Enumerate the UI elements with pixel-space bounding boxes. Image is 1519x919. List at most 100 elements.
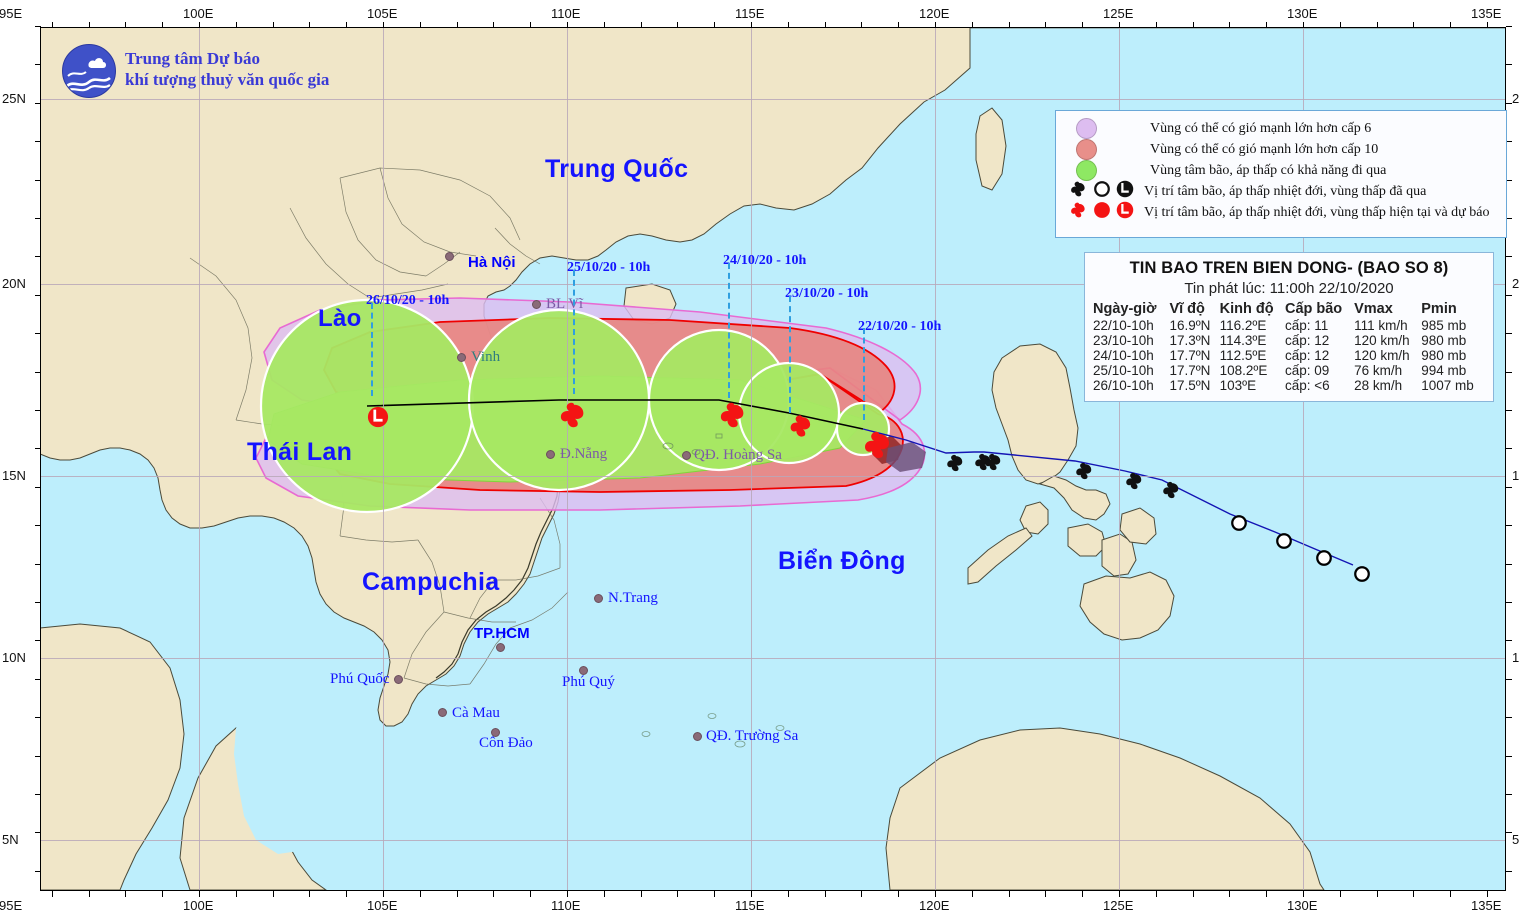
axis-tick <box>861 891 862 897</box>
axis-tick <box>1119 891 1120 897</box>
graticule-lat-20 <box>40 284 1505 285</box>
axis-tick <box>1119 22 1120 28</box>
axis-tick <box>1506 487 1512 488</box>
lon-tick-label: 95E <box>0 6 23 21</box>
frame-top <box>40 27 1506 28</box>
graticule-lon-100 <box>199 28 200 890</box>
legend-color-disc-icon <box>1076 160 1097 181</box>
legend-swatch <box>1064 139 1150 160</box>
axis-tick <box>309 22 310 28</box>
graticule-lon-105 <box>383 28 384 890</box>
wave-icon <box>65 71 111 93</box>
lon-tick-label: 125E <box>1103 898 1134 913</box>
axis-tick <box>1193 22 1194 28</box>
landmass-visayas <box>1019 501 1049 535</box>
axis-tick <box>383 891 384 897</box>
axis-tick <box>1506 717 1512 718</box>
axis-tick <box>1377 891 1378 897</box>
axis-tick <box>35 679 41 680</box>
country-label: Biển Đông <box>778 547 906 575</box>
city-marker-dot <box>594 594 603 603</box>
axis-tick <box>162 891 163 897</box>
axis-tick <box>346 891 347 897</box>
axis-tick <box>35 141 41 142</box>
lon-tick-label: 105E <box>367 898 398 913</box>
legend-panel: Vùng có thể có gió mạnh lớn hơn cấp 6 Vùn… <box>1055 110 1507 238</box>
axis-tick <box>273 22 274 28</box>
axis-tick <box>1450 891 1451 897</box>
lat-tick-label: 20N <box>2 276 26 291</box>
legend-low-icon <box>1116 201 1134 224</box>
axis-tick <box>273 891 274 897</box>
axis-tick <box>1506 525 1512 526</box>
axis-tick <box>35 525 41 526</box>
axis-tick <box>1340 891 1341 897</box>
lon-tick-label: 95E <box>0 898 23 913</box>
axis-tick <box>1506 794 1512 795</box>
lon-tick-label: 115E <box>735 6 765 21</box>
lon-tick-label: 130E <box>1287 898 1318 913</box>
axis-tick <box>35 256 41 257</box>
forecast-column-header: Kinh độ <box>1219 301 1274 317</box>
forecast-cell: 1007 mb <box>1421 378 1474 393</box>
forecast-table-row: 24/10-10h 17.7ºN 112.5ºE cấp: 12 120 km/h 980… <box>1093 348 1485 363</box>
storm-core-shape-2 <box>886 442 926 472</box>
forecast-cell: 16.9ºN <box>1169 318 1211 333</box>
axis-tick <box>1082 891 1083 897</box>
ktvn-badge-icon: KTVN <box>62 44 116 98</box>
axis-tick <box>420 891 421 897</box>
lon-tick-label: 135E <box>1471 6 1502 21</box>
legend-label: Vùng có thể có gió mạnh lớn hơn cấp 10 <box>1150 141 1379 157</box>
axis-tick <box>1506 64 1512 65</box>
legend-swatch <box>1064 160 1150 181</box>
graticule-lon-120 <box>935 28 936 890</box>
legend-swatch <box>1064 201 1144 224</box>
forecast-cell: cấp: 12 <box>1284 348 1330 363</box>
axis-tick <box>677 22 678 28</box>
forecast-cell: 120 km/h <box>1354 348 1410 363</box>
axis-tick <box>1506 679 1512 680</box>
axis-tick <box>1009 891 1010 897</box>
city-marker-dot <box>491 728 500 737</box>
axis-tick <box>383 22 384 28</box>
axis-tick <box>1266 891 1267 897</box>
forecast-table-row: 23/10-10h 17.3ºN 114.3ºE cấp: 12 120 km/h 980… <box>1093 333 1485 348</box>
forecast-cell: cấp: 12 <box>1284 333 1330 348</box>
axis-tick <box>457 22 458 28</box>
forecast-cell: 112.5ºE <box>1219 348 1267 363</box>
axis-tick <box>162 22 163 28</box>
graticule-lat-25 <box>40 99 1505 100</box>
axis-tick <box>35 333 41 334</box>
country-label: Thái Lan <box>247 438 353 466</box>
forecast-cell: 17.3ºN <box>1169 333 1211 348</box>
axis-tick <box>1413 22 1414 28</box>
axis-tick <box>1506 103 1512 104</box>
legend-color-disc-icon <box>1076 139 1097 160</box>
axis-tick <box>1487 22 1488 28</box>
graticule-lon-115 <box>751 28 752 890</box>
axis-tick <box>1413 891 1414 897</box>
axis-tick <box>35 64 41 65</box>
country-label: Lào <box>318 305 362 332</box>
forecast-cell: 17.7ºN <box>1169 348 1211 363</box>
axis-tick <box>1229 22 1230 28</box>
axis-tick <box>972 22 973 28</box>
cloud-icon <box>88 58 106 68</box>
axis-tick <box>35 756 41 757</box>
city-marker-dot <box>496 643 505 652</box>
axis-tick <box>35 832 41 833</box>
forecast-time-label: 23/10/20 - 10h <box>785 286 869 301</box>
graticule-lon-125 <box>1119 28 1120 890</box>
graticule-lon-110 <box>567 28 568 890</box>
legend-row: Vùng tâm bão, áp thấp có khả năng đi qua <box>1064 160 1498 181</box>
axis-tick <box>1045 891 1046 897</box>
forecast-column-header: Pmin <box>1421 301 1457 317</box>
forecast-cell: 76 km/h <box>1354 363 1403 378</box>
landmass-andaman-coast <box>40 623 185 890</box>
landmass-luzon-south <box>1038 475 1111 521</box>
legend-swatch <box>1064 118 1150 139</box>
forecast-cell: 114.3ºE <box>1219 333 1267 348</box>
forecast-column-header: Vmax <box>1354 301 1393 317</box>
legend-row: Vị trí tâm bão, áp thấp nhiệt đới, vùng … <box>1064 180 1498 202</box>
axis-tick <box>751 22 752 28</box>
